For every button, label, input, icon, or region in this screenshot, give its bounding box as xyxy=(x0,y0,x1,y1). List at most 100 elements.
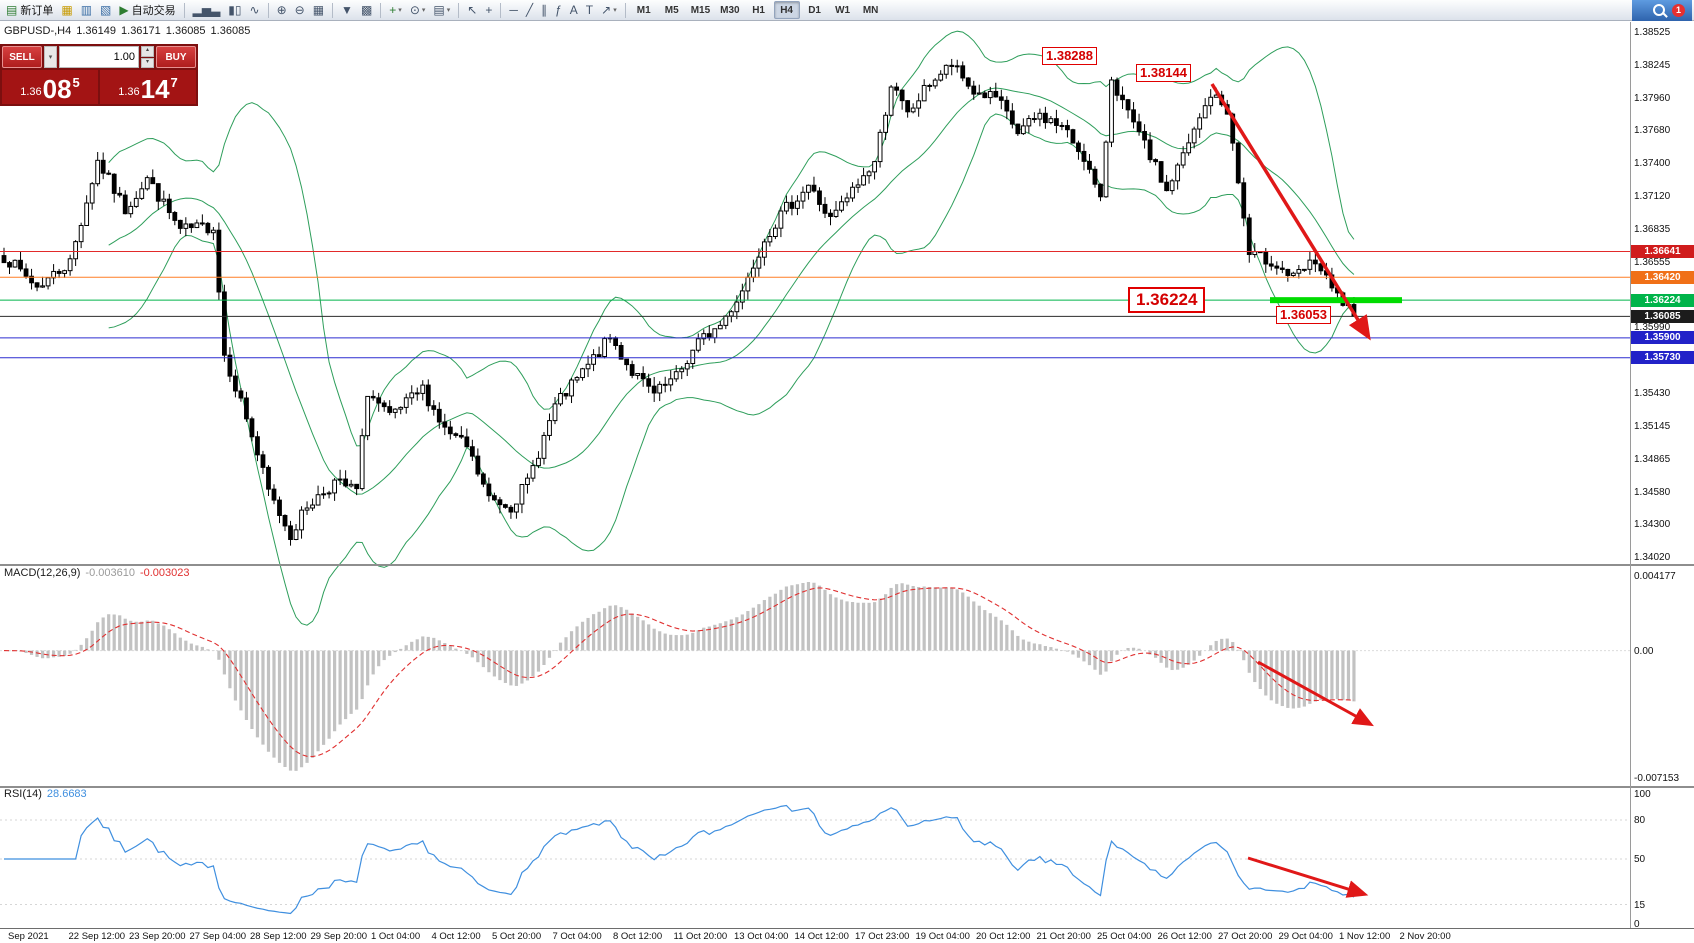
templates-caret-icon[interactable]: ▾ xyxy=(446,7,451,14)
line-chart-button[interactable]: ∿ xyxy=(247,1,263,19)
time-label: 7 Oct 04:00 xyxy=(552,931,602,942)
price-annotation[interactable]: 1.38144 xyxy=(1136,64,1191,82)
periods-caret-icon[interactable]: ▾ xyxy=(421,7,426,14)
indicators-add-button[interactable]: + ▾ xyxy=(386,1,405,19)
templates-button[interactable]: ▤ ▾ xyxy=(430,1,453,19)
timeframe-m15[interactable]: M15 xyxy=(690,4,711,16)
sell-price-frac: 5 xyxy=(72,75,80,90)
grid-toggle-icon: ▩ xyxy=(360,3,373,17)
zoom-in-button[interactable]: ⊕ xyxy=(274,1,290,19)
toolbar-separator xyxy=(500,2,502,18)
price-axis-label: 1.35145 xyxy=(1634,420,1671,432)
horizontal-line-tool-icon: ─ xyxy=(509,3,518,17)
timeframe-m30[interactable]: M30 xyxy=(720,4,740,16)
auto-arrange-button[interactable]: ▼ xyxy=(338,1,356,19)
sell-price-pips: 08 xyxy=(42,74,72,104)
sell-button[interactable]: SELL xyxy=(2,46,42,68)
macd-rsi-separator[interactable] xyxy=(0,786,1694,788)
timeframe-m5[interactable]: M5 xyxy=(664,4,679,16)
buy-button[interactable]: BUY xyxy=(156,46,196,68)
timeframe-mn[interactable]: MN xyxy=(862,4,879,16)
time-axis-line xyxy=(0,928,1694,929)
data-window-button[interactable]: ▥ xyxy=(78,1,95,19)
chart-symbol: GBPUSD-,H4 xyxy=(4,25,72,37)
volume-dropdown-caret[interactable]: ▾ xyxy=(44,46,57,68)
price-annotation[interactable]: 1.36053 xyxy=(1276,306,1331,324)
trend-arrow[interactable] xyxy=(1247,856,1369,898)
market-watch-icon: ▦ xyxy=(61,3,73,17)
price-tag-1.35730: 1.35730 xyxy=(1631,351,1694,365)
cursor-button[interactable]: ↖ xyxy=(464,1,480,19)
volume-down-icon[interactable]: ▾ xyxy=(141,57,154,68)
toolbar-separator xyxy=(332,2,334,18)
tile-windows-button[interactable]: ▦ xyxy=(310,1,327,19)
rsi-axis-label: 50 xyxy=(1634,854,1646,865)
periods-button[interactable]: ⊙ ▾ xyxy=(407,1,429,19)
trend-arrow[interactable] xyxy=(1257,660,1374,727)
grid-toggle-button[interactable]: ▩ xyxy=(358,1,375,19)
trendline-tool-button[interactable]: ╱ xyxy=(523,1,536,19)
timeframe-m1[interactable]: M1 xyxy=(636,4,651,16)
volume-up-icon[interactable]: ▴ xyxy=(141,46,154,57)
indicators-add-caret-icon[interactable]: ▾ xyxy=(398,7,402,14)
macd-histogram xyxy=(7,581,1356,771)
volume-input[interactable] xyxy=(60,50,138,64)
channel-tool-button[interactable]: ∥ xyxy=(538,1,550,19)
text-tool-button[interactable]: A xyxy=(567,1,581,19)
time-label: 2 Nov 20:00 xyxy=(1399,931,1451,942)
arrows-tool-caret-icon[interactable]: ▾ xyxy=(613,7,617,14)
timeframe-h4[interactable]: H4 xyxy=(773,1,800,19)
candlestick-chart-button[interactable]: ▮▯ xyxy=(225,1,244,19)
time-label: 22 Sep 12:00 xyxy=(68,931,126,942)
support-highlight[interactable] xyxy=(1270,297,1402,304)
horizontal-line-tool-button[interactable]: ─ xyxy=(506,1,521,19)
notification-badge[interactable]: 1 xyxy=(1672,3,1685,17)
sell-price[interactable]: 1.36 08 5 xyxy=(2,70,98,104)
price-annotation[interactable]: 1.38288 xyxy=(1042,47,1097,65)
trend-arrow[interactable] xyxy=(1210,83,1371,341)
toolbar-separator xyxy=(624,2,626,18)
fibonacci-tool-button[interactable]: ƒ xyxy=(552,1,565,19)
label-tool-button[interactable]: T xyxy=(583,1,596,19)
ohlc-open: 1.36149 xyxy=(76,25,117,37)
new-order-button[interactable]: ▤ 新订单 xyxy=(3,1,56,19)
volume-field xyxy=(59,46,139,68)
timeframe-d1[interactable]: D1 xyxy=(808,4,821,16)
buy-price[interactable]: 1.36 14 7 xyxy=(100,70,196,104)
indicators-add-icon: + xyxy=(389,3,397,17)
price-annotation[interactable]: 1.36224 xyxy=(1128,287,1206,313)
templates-icon: ▤ xyxy=(433,3,445,17)
volume-spinner: ▴ ▾ xyxy=(141,46,154,68)
crosshair-icon: + xyxy=(485,3,493,17)
timeframe-h1[interactable]: H1 xyxy=(752,4,765,16)
crosshair-button[interactable]: + xyxy=(482,1,495,19)
price-axis-label: 1.36555 xyxy=(1634,256,1671,268)
price-axis-label: 1.34580 xyxy=(1634,486,1671,498)
search-icon[interactable] xyxy=(1653,4,1665,16)
price-axis-label: 1.38245 xyxy=(1634,59,1671,71)
autotrading-button[interactable]: ▶ 自动交易 xyxy=(116,1,178,19)
price-axis-label: 1.37680 xyxy=(1634,125,1671,137)
timeframe-w1[interactable]: W1 xyxy=(835,4,851,16)
macd-indicator-label: MACD(12,26,9) -0.003610 -0.003023 xyxy=(4,567,190,579)
price-axis-label: 1.35990 xyxy=(1634,322,1671,334)
price-axis-label: 1.37120 xyxy=(1634,190,1671,202)
bar-chart-button[interactable]: ▂▅▃ xyxy=(190,1,224,19)
zoom-out-icon: ⊖ xyxy=(294,3,305,17)
rsi-axis-label: 0 xyxy=(1634,919,1640,930)
sell-price-prefix: 1.36 xyxy=(20,86,42,98)
market-watch-button[interactable]: ▦ xyxy=(58,1,75,19)
autotrading-icon: ▶ xyxy=(119,3,129,17)
arrows-tool-button[interactable]: ↗ ▾ xyxy=(598,1,620,19)
price-axis-label: 1.38525 xyxy=(1634,27,1671,38)
navigator-button[interactable]: ▧ xyxy=(97,1,114,19)
price-axis-line xyxy=(1630,22,1631,928)
text-tool-icon: A xyxy=(569,3,578,17)
main-macd-separator[interactable] xyxy=(0,564,1694,566)
zoom-out-button[interactable]: ⊖ xyxy=(292,1,308,19)
time-label: 23 Sep 20:00 xyxy=(129,931,186,942)
time-label: 20 Oct 12:00 xyxy=(976,931,1031,942)
macd-axis-label: 0.00 xyxy=(1634,645,1654,657)
